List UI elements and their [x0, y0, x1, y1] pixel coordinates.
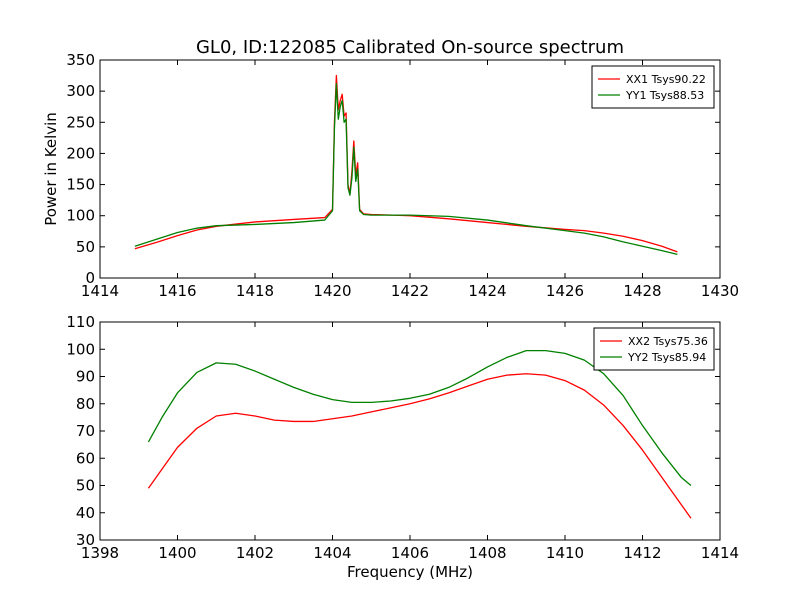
- x-tick-label-2-5: 1408: [468, 544, 506, 562]
- x-tick-label-1-7: 1428: [623, 282, 661, 300]
- x-tick-label-2-3: 1404: [313, 544, 351, 562]
- top-panel: 1414 1416 1418 1420 1422 1424 1426 1428 1430 0 50 1…: [66, 51, 739, 300]
- y-tick-label-2-2: 50: [76, 477, 95, 495]
- legend-label-2-1: XX2 Tsys75.36: [628, 335, 708, 348]
- y-tick-label-2-5: 80: [76, 395, 95, 413]
- y-tick-label-2-8: 110: [66, 313, 95, 331]
- y-tick-label-1-2: 100: [66, 207, 95, 225]
- legend-label-1-1: XX1 Tsys90.22: [626, 73, 706, 86]
- y-tick-label-1-1: 50: [76, 238, 95, 256]
- x-tick-label-2-1: 1400: [158, 544, 196, 562]
- x-tick-label-1-1: 1416: [158, 282, 196, 300]
- y-tick-label-2-6: 90: [76, 368, 95, 386]
- y-tick-label-2-1: 40: [76, 504, 95, 522]
- series-line-1-2: [134, 83, 678, 255]
- x-tick-label-1-0: 1414: [81, 282, 119, 300]
- y-tick-label-2-7: 100: [66, 340, 95, 358]
- x-tick-label-1-4: 1422: [391, 282, 429, 300]
- bottom-panel: 1398 1400 1402 1404 1406 1408 1410 1412 1414 30 40…: [66, 313, 739, 562]
- x-tick-label-2-6: 1410: [546, 544, 584, 562]
- chart-title: GL0, ID:122085 Calibrated On-source spec…: [196, 37, 624, 58]
- x-tick-label-2-4: 1406: [391, 544, 429, 562]
- legend-box-1: [591, 65, 715, 109]
- x-tick-label-1-5: 1424: [468, 282, 506, 300]
- y-tick-label-1-6: 300: [66, 82, 95, 100]
- x-tick-label-1-2: 1418: [236, 282, 274, 300]
- x-tick-label-2-0: 1398: [81, 544, 119, 562]
- x-axis-label: Frequency (MHz): [347, 563, 473, 581]
- y-tick-label-2-0: 30: [76, 531, 95, 549]
- x-tick-label-2-7: 1412: [623, 544, 661, 562]
- y-tick-label-2-4: 70: [76, 422, 95, 440]
- x-tick-label-2-8: 1414: [701, 544, 739, 562]
- x-tick-label-2-2: 1402: [236, 544, 274, 562]
- x-tick-label-1-6: 1426: [546, 282, 584, 300]
- y-tick-label-1-4: 200: [66, 144, 95, 162]
- x-tick-label-1-8: 1430: [701, 282, 739, 300]
- y-tick-label-2-3: 60: [76, 449, 95, 467]
- y-tick-label-1-0: 0: [85, 269, 95, 287]
- legend-label-2-2: YY2 Tsys85.94: [627, 351, 706, 364]
- y-tick-label-1-3: 150: [66, 176, 95, 194]
- y-tick-label-1-5: 250: [66, 113, 95, 131]
- x-tick-label-1-3: 1420: [313, 282, 351, 300]
- y-axis-label: Power in Kelvin: [42, 112, 60, 226]
- y-tick-label-1-7: 350: [66, 51, 95, 69]
- legend-box-2: [593, 327, 715, 371]
- series-line-2-1: [147, 373, 692, 519]
- legend-label-1-2: YY1 Tsys88.53: [625, 89, 704, 102]
- series-line-2-2: [147, 349, 692, 486]
